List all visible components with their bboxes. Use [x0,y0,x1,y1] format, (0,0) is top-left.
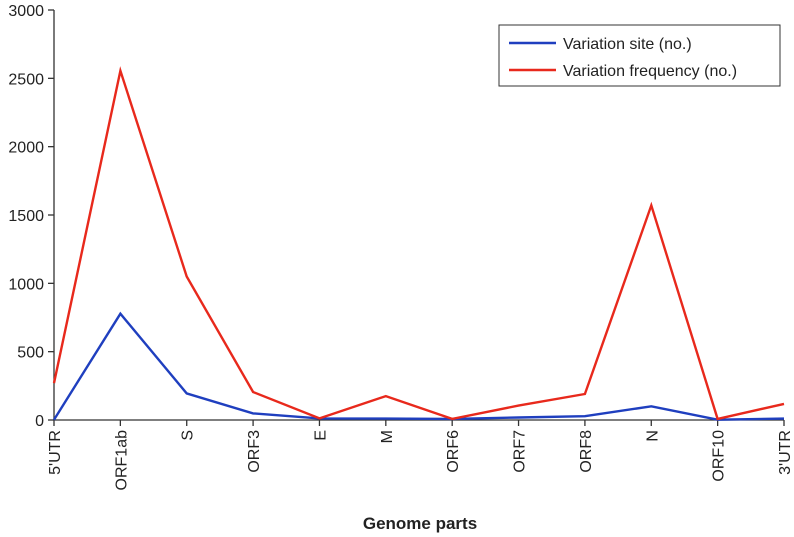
x-tick-label: M [379,430,396,443]
y-tick-label: 2000 [8,140,44,157]
y-tick-label: 2500 [8,71,44,88]
x-tick-label: ORF1ab [113,430,130,491]
x-tick-label: ORF6 [445,430,462,473]
y-tick-label: 500 [17,345,44,362]
x-ticks: 5'UTR ORF1ab S ORF3 E M ORF6 ORF7 ORF8 N ORF10 3'UT… [47,420,794,490]
series-line-1 [52,311,785,421]
series-line-2 [52,66,785,421]
x-tick-label: ORF3 [246,430,263,473]
legend-label: Variation frequency (no.) [563,63,737,80]
x-tick-label: ORF10 [711,430,728,482]
x-axis-title: Genome parts [363,514,477,533]
x-tick-label: 5'UTR [47,430,64,475]
legend: Variation site (no.) Variation frequency … [498,24,781,87]
x-tick-label: 3'UTR [777,430,794,475]
y-tick-label: 3000 [8,3,44,20]
x-tick-label: N [644,430,661,442]
x-tick-label: ORF7 [512,430,529,473]
y-ticks: 0 500 1000 1500 2000 2500 3000 [8,3,54,430]
legend-box [498,24,781,87]
y-tick-label: 1500 [8,208,44,225]
legend-label: Variation site (no.) [563,36,692,53]
y-tick-label: 0 [35,413,44,430]
x-tick-label: E [312,430,329,441]
y-tick-label: 1000 [8,276,44,293]
x-tick-label: S [180,430,197,441]
x-tick-label: ORF8 [578,430,595,473]
series-lines [52,66,785,421]
